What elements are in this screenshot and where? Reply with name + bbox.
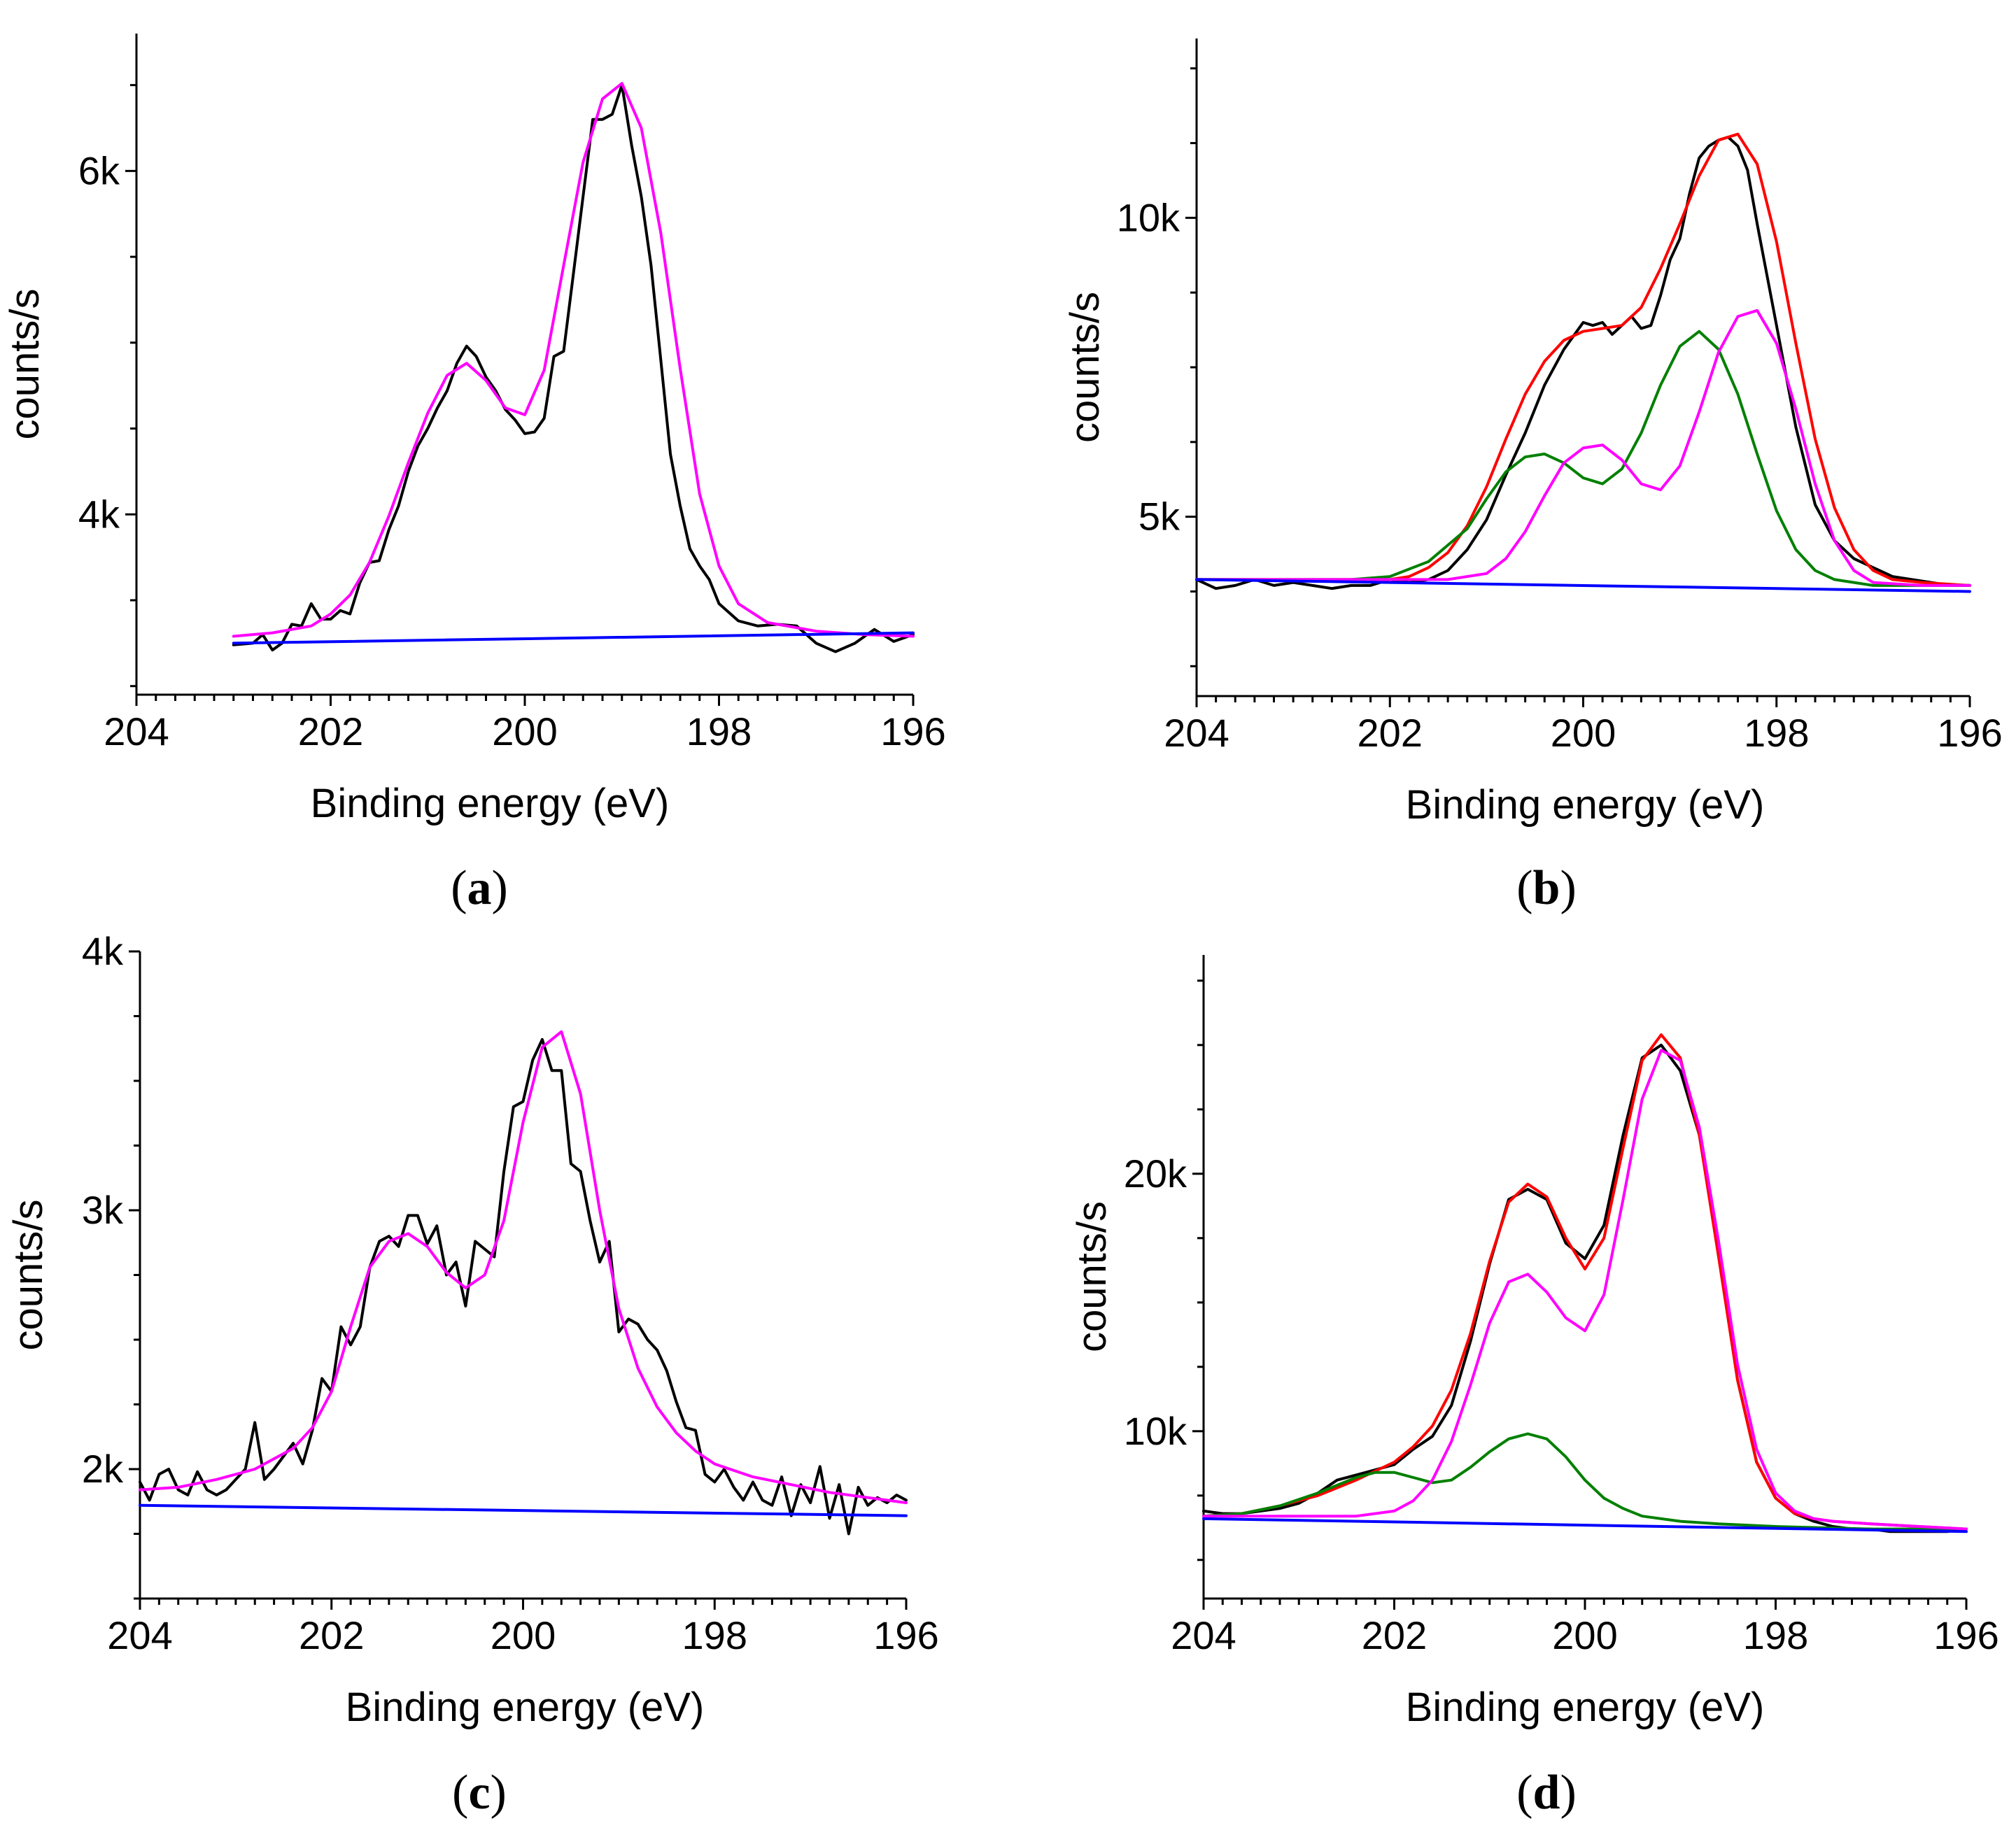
series-component-2 [1202,1432,1968,1531]
series-data-0 [1202,1043,1968,1533]
panel-a: 204 202 200 198 196 4k 6k Binding energy (eV) co… [2,34,946,826]
y-tick-label: 4k [82,929,124,973]
y-axis-title: counts/s [2,289,48,440]
x-tick-label: 200 [492,709,557,753]
panel-d: 204 202 200 198 196 10k 20k Binding energy (eV)… [1069,955,1999,1730]
panel-label-d: (d) [1516,1766,1577,1820]
x-tick-label: 204 [104,709,169,753]
y-axis-title: counts/s [6,1200,51,1351]
panel-c: 204 202 200 198 196 2k 3k 4k Binding energy (eV)… [6,929,939,1730]
panel-label-b: (b) [1516,861,1577,915]
y-tick-label: 6k [78,148,120,192]
series-component-2 [1195,330,1971,587]
x-tick-label: 200 [1551,711,1616,755]
series-envelope-1 [1195,132,1971,587]
panel-b: 204 202 200 198 196 5k 10k Binding energy (eV) c… [1062,38,2003,828]
x-tick-label: 196 [880,709,945,753]
series-component-3 [1202,1049,1968,1531]
x-tick-label: 204 [1164,711,1229,755]
series-data-0 [232,83,915,653]
series-envelope-1 [139,1030,908,1505]
x-tick-label: 198 [1743,1613,1808,1657]
x-tick-label: 202 [299,1613,364,1657]
y-tick-label: 3k [82,1188,124,1232]
y-tick-label: 4k [78,492,120,536]
y-tick-label: 5k [1139,495,1180,539]
x-axis-title: Binding energy (eV) [1406,1685,1765,1730]
x-tick-label: 204 [107,1613,172,1657]
x-tick-label: 198 [682,1613,747,1657]
y-tick-label: 10k [1117,195,1180,239]
x-tick-label: 198 [686,709,752,753]
x-tick-label: 202 [298,709,363,753]
series-baseline-2 [232,631,915,645]
series-baseline-4 [1202,1517,1968,1533]
panel-label-c: (c) [452,1766,507,1820]
y-tick-label: 20k [1124,1152,1187,1196]
x-tick-label: 202 [1358,711,1423,755]
x-tick-label: 202 [1362,1613,1427,1657]
x-axis-title: Binding energy (eV) [1406,782,1765,828]
x-tick-label: 196 [1937,711,2002,755]
x-tick-label: 204 [1171,1613,1236,1657]
y-axis-title: counts/s [1062,292,1108,443]
series-envelope-1 [1202,1033,1968,1531]
series-data-0 [139,1037,908,1536]
y-tick-label: 10k [1124,1409,1187,1453]
series-data-0 [1195,136,1971,590]
x-tick-label: 196 [1933,1613,1999,1657]
series-baseline-4 [1195,578,1971,593]
series-envelope-1 [232,82,915,638]
x-axis-title: Binding energy (eV) [311,781,670,826]
x-tick-label: 198 [1744,711,1809,755]
x-axis-title: Binding energy (eV) [346,1685,705,1730]
y-tick-label: 2k [82,1447,124,1491]
x-tick-label: 196 [873,1613,938,1657]
x-tick-label: 200 [491,1613,556,1657]
y-axis-title: counts/s [1069,1201,1115,1352]
series-baseline-2 [139,1503,908,1517]
x-tick-label: 200 [1552,1613,1617,1657]
series-component-3 [1195,309,1971,587]
panel-label-a: (a) [451,861,508,915]
